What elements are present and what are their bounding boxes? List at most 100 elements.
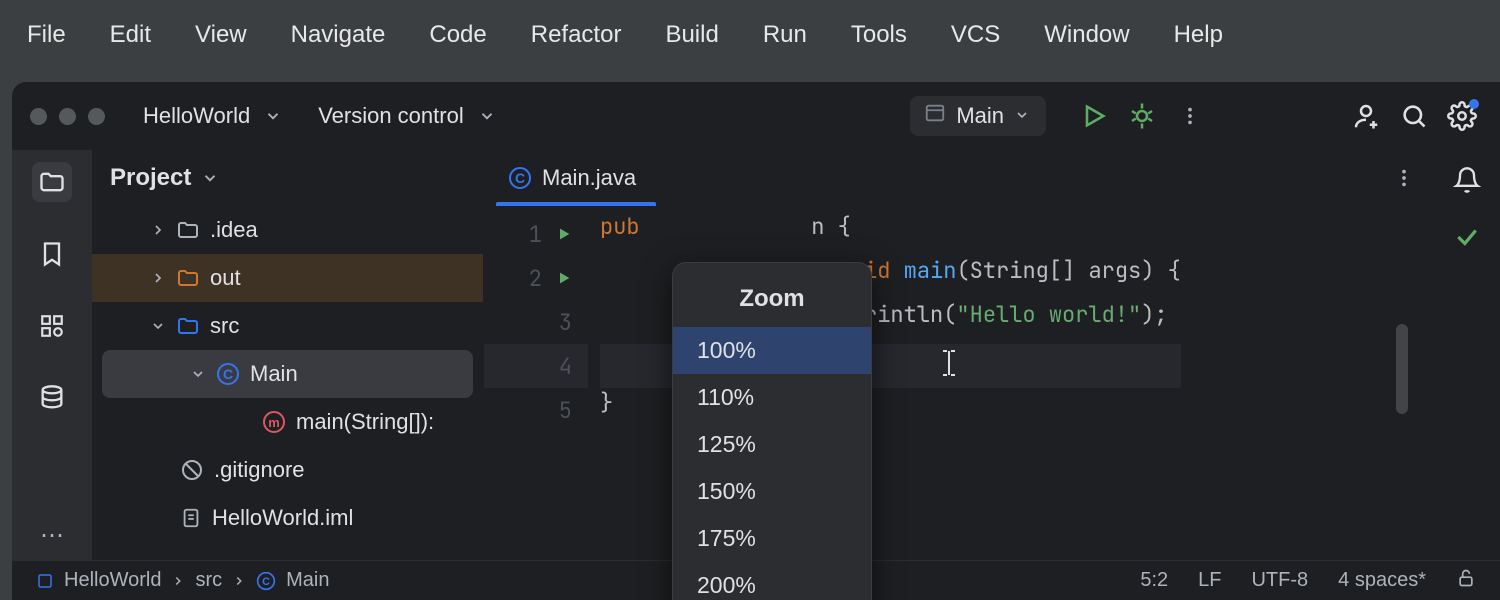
chevron-right-icon xyxy=(232,574,246,588)
tree-folder-src[interactable]: src xyxy=(92,302,483,350)
file-icon xyxy=(180,507,202,529)
tree-label: Main xyxy=(250,361,298,387)
more-tools-button[interactable]: ⋯ xyxy=(12,521,92,550)
line-number: 3 xyxy=(559,308,572,337)
run-config-label: Main xyxy=(956,103,1004,129)
editor-tab-main[interactable]: C Main.java xyxy=(504,155,640,201)
tree-method-main[interactable]: m main(String[]): xyxy=(92,398,483,446)
status-line-separator[interactable]: LF xyxy=(1198,569,1221,592)
menu-edit[interactable]: Edit xyxy=(88,15,173,55)
lock-icon[interactable] xyxy=(1456,568,1476,594)
code-token: (String[] args) { xyxy=(956,256,1180,285)
tree-file-iml[interactable]: HelloWorld.iml xyxy=(92,494,483,542)
module-icon xyxy=(36,572,54,590)
class-icon: C xyxy=(256,571,276,591)
menu-refactor[interactable]: Refactor xyxy=(509,15,644,55)
code-with-me-button[interactable] xyxy=(1346,96,1386,136)
tree-label: .gitignore xyxy=(214,457,305,483)
editor-gutter: 1 2 3 4 5 xyxy=(484,206,588,560)
popup-title: Zoom xyxy=(673,279,871,327)
zoom-option-200[interactable]: 200% xyxy=(673,562,871,600)
class-icon: C xyxy=(508,166,532,190)
menu-help[interactable]: Help xyxy=(1152,15,1245,55)
notifications-button[interactable] xyxy=(1447,160,1487,200)
scrollbar-thumb[interactable] xyxy=(1396,324,1408,414)
database-tool-button[interactable] xyxy=(32,378,72,418)
project-tree: .idea out src C Main m xyxy=(92,206,483,542)
menu-view[interactable]: View xyxy=(173,15,269,55)
toolbar: HelloWorld Version control Main xyxy=(12,82,1500,150)
editor-more-button[interactable] xyxy=(1384,158,1424,198)
zoom-option-150[interactable]: 150% xyxy=(673,468,871,515)
chevron-down-icon xyxy=(264,107,282,125)
project-panel-header[interactable]: Project xyxy=(92,150,483,206)
inspection-ok-icon[interactable] xyxy=(1454,224,1480,255)
menu-file[interactable]: File xyxy=(5,15,88,55)
run-button[interactable] xyxy=(1074,96,1114,136)
editor-area: C Main.java 1 2 3 4 5 public clas xyxy=(484,150,1434,560)
project-selector[interactable]: HelloWorld xyxy=(143,103,282,129)
chevron-down-icon xyxy=(201,169,219,187)
maximize-window-icon[interactable] xyxy=(88,108,105,125)
tree-label: out xyxy=(210,265,241,291)
project-panel: Project .idea out xyxy=(92,150,484,560)
breadcrumb-file: Main xyxy=(286,569,329,592)
svg-text:C: C xyxy=(223,366,233,382)
structure-tool-button[interactable] xyxy=(32,306,72,346)
menu-window[interactable]: Window xyxy=(1022,15,1151,55)
menu-tools[interactable]: Tools xyxy=(829,15,929,55)
chevron-down-icon xyxy=(150,318,166,334)
menu-vcs[interactable]: VCS xyxy=(929,15,1022,55)
code-token: main xyxy=(904,256,957,285)
folder-icon xyxy=(176,266,200,290)
status-indent[interactable]: 4 spaces* xyxy=(1338,569,1426,592)
svg-text:C: C xyxy=(262,576,270,588)
more-actions-button[interactable] xyxy=(1170,96,1210,136)
zoom-option-110[interactable]: 110% xyxy=(673,374,871,421)
window-controls[interactable] xyxy=(30,108,105,125)
zoom-option-125[interactable]: 125% xyxy=(673,421,871,468)
search-button[interactable] xyxy=(1394,96,1434,136)
line-number: 1 xyxy=(529,220,542,249)
minimize-window-icon[interactable] xyxy=(59,108,76,125)
debug-button[interactable] xyxy=(1122,96,1162,136)
breadcrumb[interactable]: HelloWorld src C Main xyxy=(36,569,329,592)
right-rail xyxy=(1434,150,1500,560)
menu-navigate[interactable]: Navigate xyxy=(269,15,408,55)
tree-file-gitignore[interactable]: .gitignore xyxy=(92,446,483,494)
class-icon: C xyxy=(216,362,240,386)
tab-label: Main.java xyxy=(542,165,636,191)
zoom-option-175[interactable]: 175% xyxy=(673,515,871,562)
run-gutter-icon[interactable] xyxy=(556,264,572,293)
settings-badge-icon xyxy=(1469,99,1479,109)
chevron-down-icon xyxy=(478,107,496,125)
vcs-label: Version control xyxy=(318,103,464,129)
tree-label: src xyxy=(210,313,239,339)
vcs-selector[interactable]: Version control xyxy=(318,103,496,129)
bookmarks-tool-button[interactable] xyxy=(32,234,72,274)
tree-label: main(String[]): xyxy=(296,409,434,435)
chevron-right-icon xyxy=(150,222,166,238)
code-token: n { xyxy=(811,212,851,241)
tree-folder-idea[interactable]: .idea xyxy=(92,206,483,254)
zoom-option-100[interactable]: 100% xyxy=(673,327,871,374)
status-encoding[interactable]: UTF-8 xyxy=(1251,569,1308,592)
menu-build[interactable]: Build xyxy=(643,15,740,55)
run-config-selector[interactable]: Main xyxy=(910,96,1046,136)
close-window-icon[interactable] xyxy=(30,108,47,125)
svg-text:C: C xyxy=(515,170,525,186)
code-token: "Hello world!" xyxy=(956,300,1141,329)
menu-code[interactable]: Code xyxy=(407,15,508,55)
folder-icon xyxy=(176,218,200,242)
tree-class-main[interactable]: C Main xyxy=(102,350,473,398)
project-tool-button[interactable] xyxy=(32,162,72,202)
chevron-down-icon xyxy=(1014,107,1032,125)
run-gutter-icon[interactable] xyxy=(556,220,572,249)
status-position[interactable]: 5:2 xyxy=(1140,569,1168,592)
tree-folder-out[interactable]: out xyxy=(92,254,483,302)
settings-button[interactable] xyxy=(1442,96,1482,136)
svg-text:m: m xyxy=(268,415,280,430)
editor-body[interactable]: 1 2 3 4 5 public class Main { public sta… xyxy=(484,206,1434,560)
line-number: 4 xyxy=(559,352,572,381)
menu-run[interactable]: Run xyxy=(741,15,829,55)
